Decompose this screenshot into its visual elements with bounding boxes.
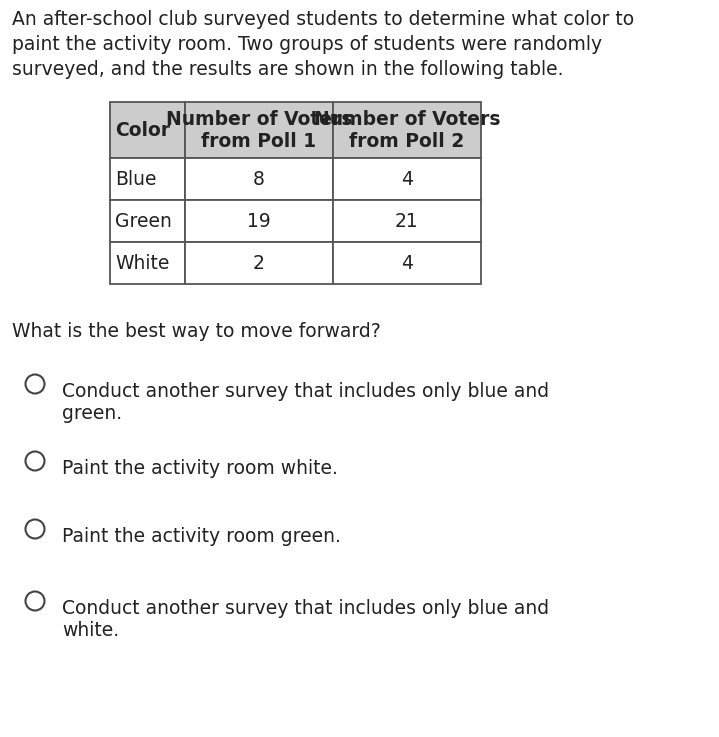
Bar	[110, 200, 185, 242]
Bar	[333, 158, 481, 200]
Text: 21: 21	[395, 212, 419, 231]
Bar	[185, 102, 333, 158]
Bar	[185, 242, 333, 284]
Text: white.: white.	[62, 621, 119, 640]
Text: surveyed, and the results are shown in the following table.: surveyed, and the results are shown in t…	[12, 60, 564, 79]
Bar	[110, 158, 185, 200]
Text: Paint the activity room white.: Paint the activity room white.	[62, 459, 338, 478]
Text: 4: 4	[401, 170, 413, 189]
Bar	[333, 200, 481, 242]
Text: Conduct another survey that includes only blue and: Conduct another survey that includes onl…	[62, 382, 549, 401]
Text: An after-school club surveyed students to determine what color to: An after-school club surveyed students t…	[12, 10, 634, 29]
Text: White: White	[115, 254, 170, 273]
Bar	[110, 102, 185, 158]
Bar	[333, 242, 481, 284]
Text: Conduct another survey that includes only blue and: Conduct another survey that includes onl…	[62, 599, 549, 618]
Bar	[185, 158, 333, 200]
Text: Number of Voters
from Poll 2: Number of Voters from Poll 2	[313, 110, 500, 150]
Text: Blue: Blue	[115, 170, 157, 189]
Text: Color: Color	[115, 121, 170, 139]
Text: 4: 4	[401, 254, 413, 273]
Text: Number of Voters
from Poll 1: Number of Voters from Poll 1	[166, 110, 352, 150]
Text: 19: 19	[247, 212, 271, 231]
Bar	[333, 102, 481, 158]
Text: Green: Green	[115, 212, 172, 231]
Text: 2: 2	[253, 254, 265, 273]
Bar	[185, 200, 333, 242]
Text: What is the best way to move forward?: What is the best way to move forward?	[12, 322, 381, 341]
Bar	[110, 242, 185, 284]
Text: paint the activity room. Two groups of students were randomly: paint the activity room. Two groups of s…	[12, 35, 602, 54]
Text: green.: green.	[62, 404, 122, 423]
Text: Paint the activity room green.: Paint the activity room green.	[62, 527, 341, 546]
Text: 8: 8	[253, 170, 265, 189]
